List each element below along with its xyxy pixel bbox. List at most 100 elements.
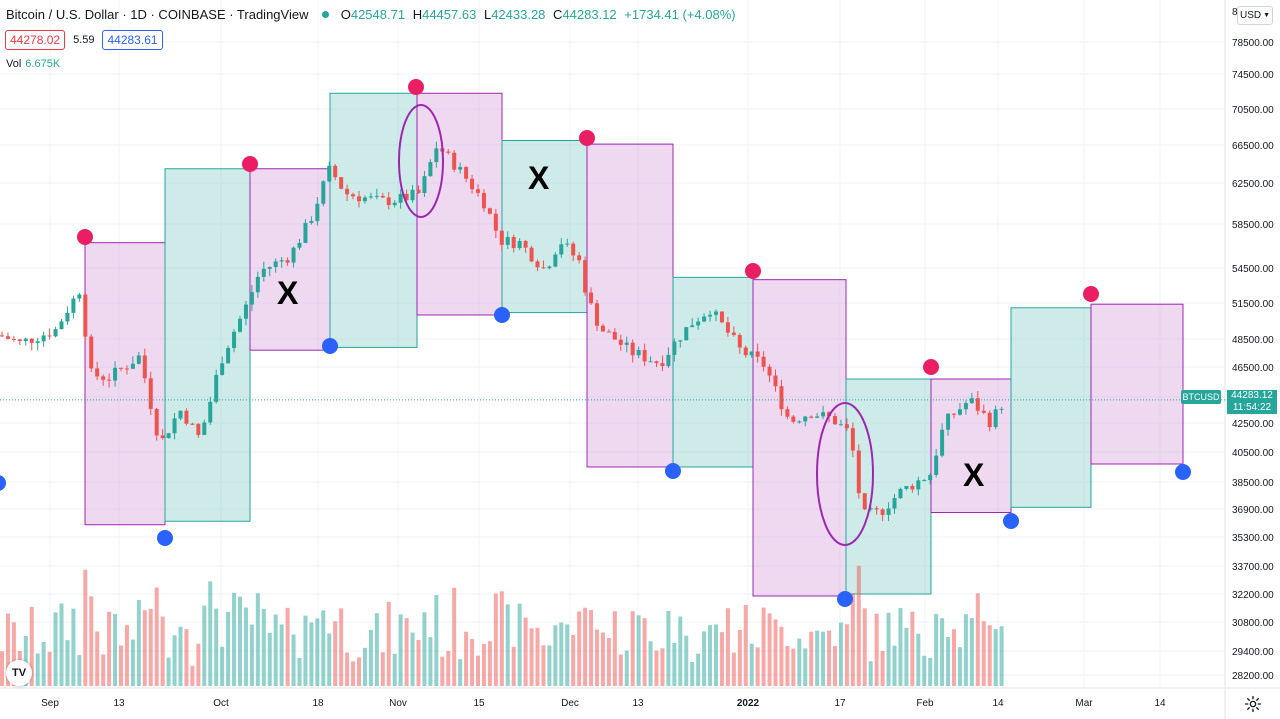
- cycle-box-9: [752, 279, 847, 597]
- volume-bar: [571, 634, 576, 686]
- buy-price-button[interactable]: 44283.61: [102, 30, 163, 50]
- time-tick-label: Feb: [916, 698, 934, 709]
- volume-bar: [184, 629, 189, 686]
- tradingview-logo-icon[interactable]: TV: [6, 660, 32, 686]
- volume-bar: [273, 614, 278, 686]
- candle-body: [309, 221, 314, 223]
- price-tick-label: 51500.00: [1232, 299, 1274, 310]
- volume-bar: [101, 654, 106, 686]
- sell-price-button[interactable]: 44278.02: [5, 30, 66, 50]
- cycle-box-3: [249, 168, 331, 351]
- price-tick-label: 28200.00: [1232, 671, 1274, 682]
- volume-bar: [993, 629, 998, 686]
- candle-body: [666, 354, 671, 367]
- volume-bar: [523, 617, 528, 686]
- candle-body: [975, 398, 980, 411]
- candle-body: [612, 331, 617, 340]
- currency-label: USD: [1239, 10, 1262, 21]
- candle-body: [559, 244, 564, 255]
- volume-bar: [553, 625, 558, 686]
- highlight-ellipse-2: [816, 402, 874, 546]
- candle-body: [208, 401, 213, 423]
- candle-body: [297, 242, 302, 248]
- gear-icon[interactable]: [1244, 695, 1262, 713]
- candle-body: [952, 413, 956, 415]
- volume-bar: [559, 622, 564, 686]
- candle-body: [291, 247, 296, 263]
- low-value: 42433.28: [491, 7, 546, 22]
- candle-body: [464, 167, 469, 179]
- volume-bar: [136, 600, 141, 686]
- candle-body: [351, 194, 356, 197]
- cycle-bottom-dot: [0, 475, 6, 491]
- volume-bar: [696, 653, 701, 686]
- volume-bar: [636, 615, 641, 686]
- volume-bar: [850, 593, 855, 686]
- price-tick-label: 54500.00: [1232, 264, 1274, 275]
- volume-bar: [833, 646, 837, 686]
- volume-bar: [392, 653, 397, 686]
- volume-bar: [815, 630, 820, 686]
- volume-bar: [303, 615, 308, 686]
- candle-body: [357, 196, 361, 202]
- volume-bar: [357, 657, 361, 686]
- currency-selector[interactable]: USD ▼: [1237, 6, 1273, 25]
- volume-bar: [672, 642, 677, 686]
- volume-bar: [874, 613, 879, 686]
- volume-bar: [862, 608, 867, 686]
- volume-bar: [130, 639, 135, 686]
- volume-bar: [41, 641, 46, 686]
- price-tick-label: 42500.00: [1232, 419, 1274, 430]
- candle-body: [243, 304, 248, 319]
- candle-body: [785, 409, 790, 417]
- candle-body: [380, 195, 385, 198]
- candle-body: [113, 367, 118, 381]
- candle-body: [553, 254, 558, 267]
- candle-body: [267, 267, 272, 269]
- volume-bar: [535, 627, 540, 686]
- volume-bar: [327, 633, 332, 686]
- candle-body: [5, 336, 10, 339]
- volume-bar: [214, 608, 219, 686]
- price-tick-label: 8: [1232, 7, 1238, 18]
- volume-bar: [517, 603, 522, 686]
- candle-body: [761, 356, 766, 367]
- price-tick-label: 32200.00: [1232, 590, 1274, 601]
- candle-body: [261, 268, 266, 277]
- volume-bar: [606, 638, 611, 686]
- volume-bar: [71, 608, 76, 686]
- volume-bar: [737, 629, 742, 686]
- candle-body: [59, 321, 64, 330]
- volume-bar: [583, 607, 588, 686]
- spread-value: 5.59: [73, 34, 95, 46]
- volume-bar: [410, 632, 415, 686]
- candle-body: [374, 195, 379, 197]
- candle-body: [416, 189, 421, 194]
- candle-body: [606, 331, 611, 333]
- candle-body: [107, 379, 112, 381]
- candle-body: [595, 303, 599, 326]
- candle-body: [470, 178, 475, 190]
- candle-body: [148, 378, 153, 409]
- volume-bar: [351, 661, 356, 686]
- price-tick-label: 48500.00: [1232, 335, 1274, 346]
- candle-body: [690, 325, 695, 328]
- cycle-bottom-dot: [665, 463, 681, 479]
- change-value: +1734.41 (+4.08%): [624, 7, 736, 22]
- cycle-bottom-dot: [837, 591, 853, 607]
- candle-body: [696, 321, 701, 326]
- candle-body: [779, 386, 784, 410]
- cycle-box-13: [1090, 303, 1184, 465]
- volume-bar: [702, 631, 707, 686]
- candle-body: [154, 408, 159, 436]
- open-label: O: [340, 7, 351, 22]
- volume-bar: [511, 646, 516, 686]
- volume-bar: [648, 641, 653, 686]
- volume-bar: [785, 645, 790, 686]
- cycle-top-dot: [923, 359, 939, 375]
- volume-bar: [368, 629, 373, 686]
- candle-body: [172, 418, 177, 434]
- volume-bar: [416, 639, 421, 686]
- candle-body: [809, 416, 814, 418]
